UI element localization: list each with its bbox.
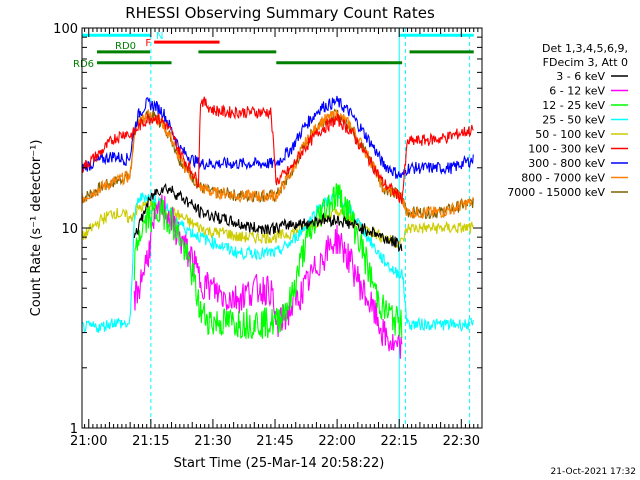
- y-axis-label: Count Rate (s⁻¹ detector⁻¹): [29, 140, 44, 317]
- legend-label-6: 300 - 800 keV: [528, 157, 605, 170]
- x-tick-label: 21:45: [256, 434, 293, 449]
- series-line-4: [81, 197, 474, 249]
- legend-label-1: 6 - 12 keV: [549, 85, 605, 98]
- y-tick-label: 100: [53, 22, 78, 37]
- legend-header-line-2: FDecim 3, Att 0: [543, 56, 628, 69]
- x-axis: 21:00 21:15 21:30 21:45 22:00 22:15 22:30: [70, 28, 483, 449]
- y-tick-label: 10: [61, 222, 78, 237]
- x-tick-label: 22:00: [318, 434, 355, 449]
- x-tick-label: 21:30: [194, 434, 231, 449]
- legend-header-line-1: Det 1,3,4,5,6,9,: [542, 42, 628, 55]
- legend-label-4: 50 - 100 keV: [535, 128, 605, 141]
- legend-label-7: 800 - 7000 keV: [521, 172, 605, 185]
- y-tick-label: 1: [70, 422, 78, 437]
- series-line-6: [81, 95, 474, 180]
- status-band-label-3: RD0: [115, 41, 136, 52]
- legend-label-3: 25 - 50 keV: [542, 114, 605, 127]
- x-axis-label: Start Time (25-Mar-14 20:58:22): [174, 456, 385, 471]
- series-line-5: [81, 96, 474, 205]
- footer-timestamp: 21-Oct-2021 17:32: [551, 467, 636, 477]
- x-tick-label: 21:15: [132, 434, 169, 449]
- y-axis: 1 10 100: [53, 22, 482, 437]
- legend: Det 1,3,4,5,6,9, FDecim 3, Att 0 3 - 6 k…: [507, 42, 628, 199]
- series-line-0: [133, 182, 403, 253]
- status-band-label-2: F: [145, 38, 151, 49]
- legend-label-8: 7000 - 15000 keV: [507, 186, 605, 199]
- x-tick-label: 22:30: [443, 434, 480, 449]
- data-series: [81, 95, 474, 359]
- status-band-label-6: RD6: [73, 59, 94, 70]
- legend-label-5: 100 - 300 keV: [528, 143, 605, 156]
- x-tick-label: 22:15: [380, 434, 417, 449]
- status-band-label-0: N: [156, 31, 163, 42]
- legend-label-2: 12 - 25 keV: [542, 99, 605, 112]
- series-line-3: [81, 191, 474, 334]
- series-line-2: [133, 183, 403, 339]
- x-tick-label: 21:00: [70, 434, 107, 449]
- legend-label-0: 3 - 6 keV: [556, 70, 605, 83]
- status-bands: NF RD0 RD6: [73, 31, 474, 70]
- chart-title: RHESSI Observing Summary Count Rates: [125, 4, 435, 22]
